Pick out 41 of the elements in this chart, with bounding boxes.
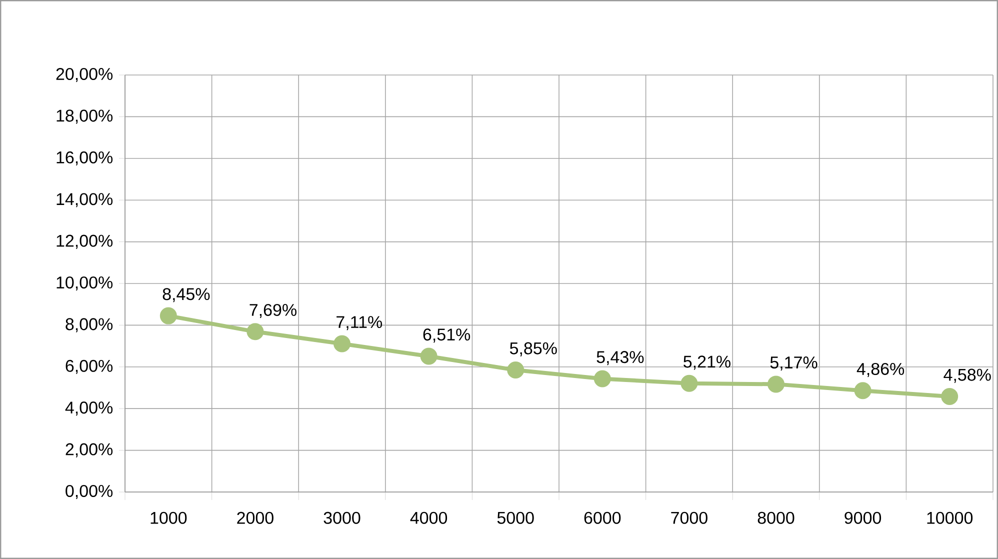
y-tick-label: 2,00% bbox=[66, 443, 113, 458]
x-tick-label: 4000 bbox=[410, 512, 448, 524]
data-label: 4,58% bbox=[944, 368, 991, 383]
point bbox=[507, 362, 524, 379]
x-tick-label: 5000 bbox=[497, 512, 534, 524]
x-tick-label: 1000 bbox=[150, 512, 187, 524]
point bbox=[594, 370, 611, 388]
point bbox=[160, 307, 177, 324]
y-tick-label: 0,00% bbox=[66, 484, 113, 500]
point bbox=[420, 348, 438, 365]
y-tick-label: 8,00% bbox=[66, 318, 113, 332]
x-tick-label: 6000 bbox=[584, 512, 621, 524]
x-tick-label: 2000 bbox=[237, 512, 274, 524]
data-label: 5,43% bbox=[596, 351, 644, 366]
data-label: 4,86% bbox=[856, 362, 904, 377]
point bbox=[768, 376, 784, 393]
point bbox=[941, 388, 958, 405]
x-tick-label: 3000 bbox=[324, 512, 360, 524]
x-tick-label: 9000 bbox=[844, 512, 882, 524]
y-tick-label: 14,00% bbox=[56, 193, 113, 208]
point bbox=[854, 382, 872, 400]
data-label: 6,51% bbox=[423, 328, 470, 343]
point bbox=[334, 335, 351, 352]
x-tick-label: 7000 bbox=[671, 512, 708, 524]
y-tick-label: 20,00% bbox=[56, 68, 113, 82]
y-tick-label: 4,00% bbox=[65, 402, 113, 416]
point bbox=[246, 323, 264, 340]
data-label: 7,69% bbox=[250, 304, 296, 318]
y-tick-label: 12,00% bbox=[56, 234, 113, 249]
x-tick-label: 10000 bbox=[927, 512, 973, 524]
data-label: 7,11% bbox=[336, 316, 382, 330]
y-tick-label: 18,00% bbox=[56, 110, 113, 124]
point bbox=[680, 374, 698, 392]
x-tick-label: 8000 bbox=[758, 512, 794, 524]
y-tick-label: 10,00% bbox=[56, 276, 113, 291]
data-label: 5,85% bbox=[510, 342, 557, 356]
data-label: 8,45% bbox=[162, 288, 210, 302]
y-tick-label: 16,00% bbox=[56, 151, 113, 166]
data-label: 5,17% bbox=[770, 356, 818, 371]
y-tick-label: 6,00% bbox=[66, 360, 113, 374]
data-label: 5,21% bbox=[684, 356, 730, 370]
